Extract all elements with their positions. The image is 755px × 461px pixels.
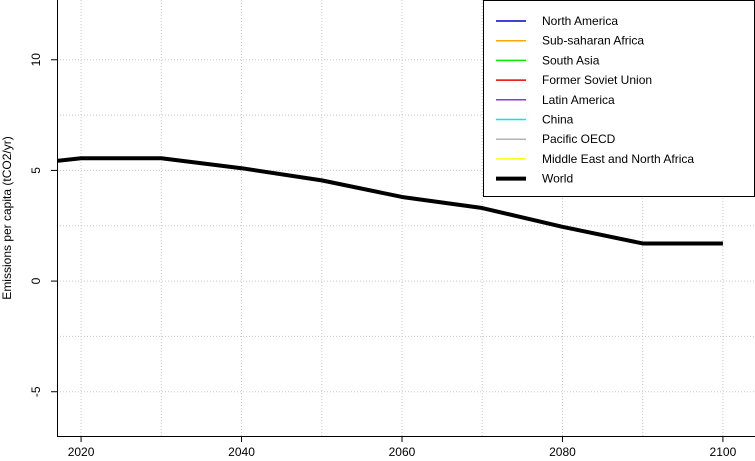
legend-label: Latin America xyxy=(542,93,615,107)
x-tick-label: 2020 xyxy=(68,445,95,459)
y-tick-label: 10 xyxy=(29,53,43,67)
y-axis-title: Emissions per capita (tCO2/yr) xyxy=(0,136,14,299)
series-line-world xyxy=(57,156,723,246)
legend-box xyxy=(483,0,755,197)
y-tick-label: -5 xyxy=(29,386,43,397)
x-tick-label: 2100 xyxy=(710,445,737,459)
legend-label: China xyxy=(542,113,574,127)
legend-label: Pacific OECD xyxy=(542,132,616,146)
x-tick-label: 2080 xyxy=(549,445,576,459)
legend-label: North America xyxy=(542,14,618,28)
x-tick-label: 2060 xyxy=(389,445,416,459)
axes: -5 0 5 10 2020 2040 2060 2080 2100 xyxy=(29,0,755,459)
y-tick-label: 5 xyxy=(29,167,43,174)
x-tick-label: 2040 xyxy=(228,445,255,459)
legend-label: World xyxy=(542,172,573,186)
legend-label: Middle East and North Africa xyxy=(542,152,694,166)
series-lines xyxy=(57,156,723,246)
legend-label: Former Soviet Union xyxy=(542,73,652,87)
legend: North America Sub-saharan Africa South Asi… xyxy=(483,0,755,197)
legend-label: Sub-saharan Africa xyxy=(542,34,644,48)
y-tick-label: 0 xyxy=(29,277,43,284)
legend-label: South Asia xyxy=(542,53,600,67)
